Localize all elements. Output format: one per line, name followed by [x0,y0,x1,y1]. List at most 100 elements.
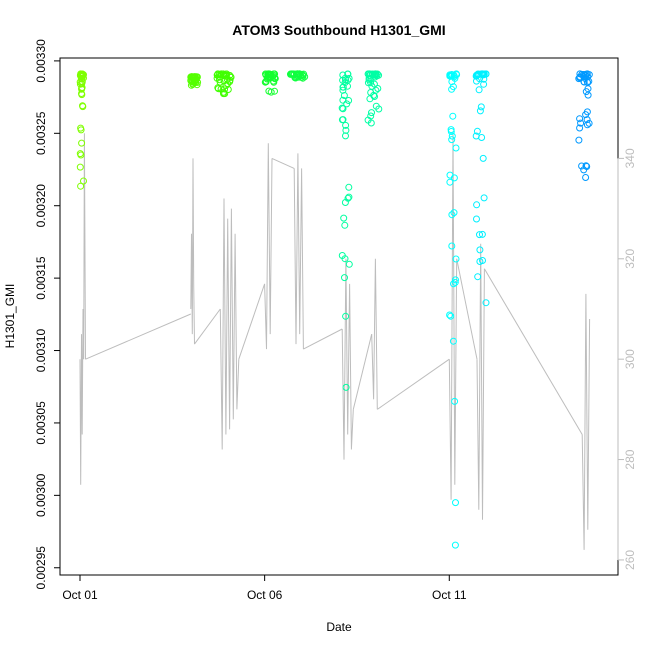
data-point [578,162,586,170]
data-point [477,103,485,111]
data-point [189,80,197,88]
data-point [77,151,85,159]
data-point [580,78,588,86]
data-point [473,127,481,135]
data-point [480,70,488,78]
data-point [339,105,347,113]
chart-title: ATOM3 Southbound H1301_GMI [232,22,445,38]
data-point [582,111,590,119]
x-axis: Oct 01 Oct 06 Oct 11 [62,574,467,602]
y-right-tick-label: 280 [623,449,637,469]
line-segment-10 [341,258,354,460]
y-axis: 0.00295 0.00300 0.00305 0.00310 0.00315 0.003… [34,39,61,590]
data-point [295,70,303,78]
data-point [584,91,592,99]
point-cluster-5 [338,70,353,391]
data-point [450,72,458,79]
data-point [345,97,353,104]
line-segment-5 [238,283,266,360]
data-point [450,209,458,217]
data-point [446,71,454,79]
data-point [449,83,457,91]
line-segment-8 [293,153,304,350]
line-segment-0 [79,133,86,485]
data-point [78,80,86,88]
data-point [482,299,490,307]
line-segment-6 [264,143,273,350]
data-point [480,194,488,202]
y-right-tick-label: 320 [623,248,637,268]
data-point [77,72,85,79]
data-point [580,73,588,81]
data-point [373,72,381,80]
y-tick-label: 0.00295 [34,546,48,590]
data-point [576,74,584,82]
line-segment-4 [219,198,240,450]
line-segment-7 [271,157,295,169]
y-tick-label: 0.00305 [34,401,48,445]
data-point [80,177,87,185]
data-point [583,121,591,129]
data-point [583,116,591,124]
point-cluster-7 [446,70,461,549]
y-tick-label: 0.00300 [34,473,48,517]
data-point [476,231,483,239]
data-point [576,115,584,123]
data-point [583,163,591,170]
data-point [217,85,225,93]
data-point [342,121,350,129]
data-point [190,76,198,84]
y-tick-label: 0.00325 [34,111,48,155]
data-point [449,112,457,120]
data-point [452,276,459,284]
line-segment-15 [456,258,478,360]
data-point [297,72,305,79]
data-point [368,109,375,117]
y-right-tick-label: 260 [623,550,637,570]
data-point [78,139,86,147]
line-segment-9 [303,328,343,350]
data-point [338,116,346,124]
data-point [79,70,87,78]
y-right-tick-label: 340 [623,148,637,168]
data-point [216,78,224,86]
data-point [288,70,296,78]
data-point [479,154,487,162]
data-point [338,104,346,112]
data-point [270,78,278,86]
data-point [448,132,456,140]
data-point [78,84,86,92]
line-segment-18 [581,293,591,550]
data-point [446,178,454,186]
data-point [78,90,85,97]
data-point [451,397,459,405]
line-segment-3 [194,308,221,345]
y-tick-label: 0.00320 [34,184,48,228]
data-point [345,260,353,268]
data-point [582,88,590,96]
data-point [77,182,85,190]
data-point [480,80,488,88]
data-point [226,78,234,86]
line-segment-2 [190,158,195,345]
data-point [375,105,383,113]
line-segment-12 [371,258,378,410]
data-point [367,112,375,120]
x-tick-label: Oct 11 [432,588,467,602]
point-cluster-3 [261,70,279,96]
y-tick-label: 0.00310 [34,329,48,373]
data-point [341,79,349,86]
data-point [262,71,270,79]
x-tick-label: Oct 06 [247,588,283,602]
data-point [585,119,593,127]
y-axis-label: H1301_GMI [3,284,17,349]
data-point [446,311,454,319]
data-point [341,221,349,229]
data-point [452,144,460,152]
data-point [345,193,353,201]
data-point [214,85,222,93]
data-point [452,499,459,507]
data-point [452,255,460,263]
data-point [344,82,351,90]
